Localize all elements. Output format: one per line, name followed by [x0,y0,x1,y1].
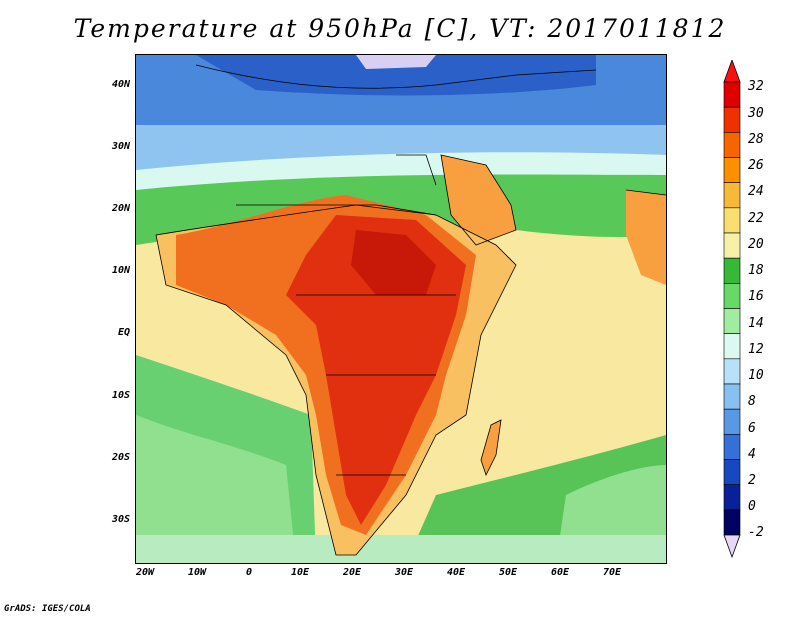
colorbar-label-26: 26 [748,158,764,173]
lon-label-10w: 10W [187,567,207,578]
colorbar-box-1 [723,106,741,133]
lon-label-0: 0 [245,567,253,578]
colorbar-label-16: 16 [748,289,764,304]
lat-label-10s: 10S [111,390,130,401]
lat-label-30n: 30N [111,141,130,152]
colorbar-label-28: 28 [748,132,764,147]
colorbar-label-8: 8 [748,394,756,409]
colorbar-bottom-arrow [723,534,741,559]
temperature-map [135,54,667,564]
country-borders [155,64,666,556]
lat-label-20s: 20S [111,452,130,463]
colorbar-box-17 [723,509,741,536]
colorbar-top-arrow [723,60,741,83]
colorbar-label-0: 0 [748,499,756,514]
colorbar-box-9 [723,308,741,334]
lat-label-30s: 30S [111,514,130,525]
colorbar-box-4 [723,182,741,209]
colorbar-box-3 [723,157,741,183]
lat-label-10n: 10N [111,265,130,276]
colorbar-label-22: 22 [748,211,764,226]
colorbar-box-8 [723,283,741,309]
colorbar-box-2 [723,132,741,158]
arabia-warm [441,155,516,245]
lat-label-20n: 20N [111,203,130,214]
lon-label-10e: 10E [290,567,310,578]
colorbar-label-18: 18 [748,263,764,278]
chart-title: Temperature at 950hPa [C], VT: 201701181… [73,14,727,43]
lon-label-30e: 30E [394,567,414,578]
colorbar-boxes [723,81,741,536]
colorbar [723,60,741,559]
colorbar-box-15 [723,459,741,485]
colorbar-box-14 [723,434,741,460]
colorbar-box-13 [723,408,741,435]
colorbar-label-32: 32 [748,79,764,94]
colorbar-label-20: 20 [748,237,764,252]
colorbar-box-6 [723,232,741,259]
lon-label-20e: 20E [342,567,362,578]
lon-label-50e: 50E [498,567,518,578]
colorbar-label-14: 14 [748,316,764,331]
colorbar-box-5 [723,207,741,234]
lat-label-40n: 40N [111,79,130,90]
colorbar-box-0 [723,81,741,108]
colorbar-label-2: 2 [748,473,756,488]
colorbar-box-12 [723,383,741,410]
colorbar-label-6: 6 [748,421,756,436]
north-cold-lilac [356,55,436,69]
colorbar-box-11 [723,358,741,385]
lon-label-60e: 60E [550,567,570,578]
madagascar [481,420,501,475]
lat-label-eq: EQ [117,327,130,338]
colorbar-box-7 [723,257,741,284]
north-cold-deep [196,55,596,96]
colorbar-label-24: 24 [748,184,764,199]
lon-label-20w: 20W [135,567,155,578]
south-atlantic-cool-inner [136,415,296,563]
lon-label-40e: 40E [446,567,466,578]
colorbar-label-30: 30 [748,106,764,121]
colorbar-label-10: 10 [748,368,764,383]
footer-credit: GrADS: IGES/COLA [4,604,91,614]
colorbar-label-neg2: -2 [748,525,764,540]
bottom-strip [136,535,666,563]
india-warm [626,190,666,285]
colorbar-box-16 [723,484,741,511]
lon-label-70e: 70E [602,567,622,578]
colorbar-label-4: 4 [748,447,756,462]
africa-deep-red [351,230,436,295]
colorbar-box-10 [723,333,741,360]
colorbar-label-12: 12 [748,342,764,357]
